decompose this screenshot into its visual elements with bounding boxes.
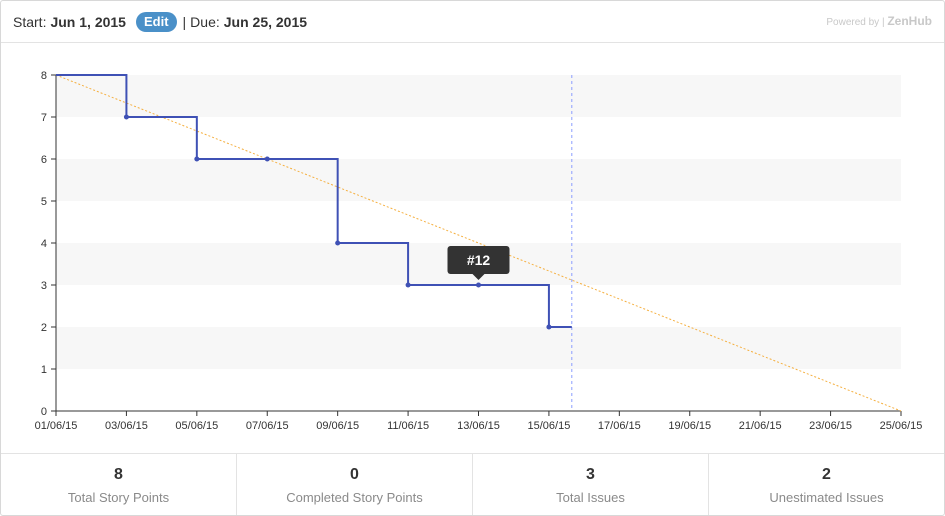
tooltip-label: #12 [467, 252, 491, 268]
x-tick-label: 01/06/15 [35, 420, 78, 432]
due-date: Jun 25, 2015 [223, 13, 308, 30]
x-tick-label: 25/06/15 [880, 420, 923, 432]
start-date: Jun 1, 2015 [50, 13, 126, 30]
y-tick-label: 7 [41, 112, 47, 124]
edit-button[interactable]: Edit [135, 11, 177, 32]
stat-label: Total Story Points [67, 490, 170, 505]
y-tick-label: 5 [41, 196, 47, 208]
x-tick-label: 09/06/15 [316, 420, 359, 432]
x-tick-label: 07/06/15 [246, 420, 289, 432]
data-point [476, 282, 481, 288]
y-tick-label: 3 [41, 280, 47, 292]
y-tick-label: 0 [41, 406, 47, 418]
x-tick-label: 11/06/15 [387, 420, 429, 432]
grid-band [56, 159, 901, 201]
stat-label: Total Issues [556, 490, 625, 505]
remaining-points-step-line [56, 74, 572, 328]
powered-by[interactable]: Powered by | ZenHub [826, 14, 932, 28]
burndown-chart-svg: 0 1 2 3 4 5 6 7 8 01/06/15 03/06/15 05/06/15 07/06/1… [35, 70, 923, 432]
stat-value: 3 [586, 466, 595, 483]
due-label: Due: [190, 13, 220, 30]
data-point [264, 156, 270, 162]
x-tick-label: 13/06/15 [457, 420, 500, 432]
burndown-chart: 0 1 2 3 4 5 6 7 8 01/06/15 03/06/15 05/06/15 07/06/1… [1, 44, 944, 453]
y-tick-label: 2 [41, 322, 47, 334]
y-tick-label: 8 [41, 70, 47, 82]
stat-unestimated-issues: 2 Unestimated Issues [709, 454, 944, 515]
stat-label: Unestimated Issues [769, 490, 884, 505]
header-separator: | [182, 13, 187, 30]
y-tick-label: 1 [41, 364, 47, 376]
stat-completed-story-points: 0 Completed Story Points [237, 454, 473, 515]
x-tick-label: 19/06/15 [668, 420, 711, 432]
tooltip-arrow [472, 274, 485, 280]
start-label: Start: [13, 13, 47, 30]
data-point [123, 114, 129, 120]
zenhub-logo: ZenHub [887, 14, 932, 28]
data-point [194, 156, 200, 162]
stat-value: 0 [350, 466, 359, 483]
stat-value: 8 [114, 466, 123, 483]
x-tick-label: 17/06/15 [598, 420, 641, 432]
y-tick-label: 4 [41, 238, 47, 250]
tooltip-box [447, 246, 510, 274]
data-point [335, 240, 341, 246]
data-point [405, 282, 411, 288]
x-tick-label: 23/06/15 [809, 420, 852, 432]
stat-total-issues: 3 Total Issues [473, 454, 709, 515]
grid-band [56, 75, 901, 117]
stats-bar: 8 Total Story Points 0 Completed Story P… [1, 453, 944, 515]
stat-value: 2 [822, 466, 831, 483]
powered-by-text: Powered by | [826, 17, 885, 28]
stat-total-story-points: 8 Total Story Points [1, 454, 237, 515]
x-tick-label: 15/06/15 [528, 420, 571, 432]
x-tick-label: 05/06/15 [175, 420, 218, 432]
milestone-header: Start: Jun 1, 2015 Edit | Due: Jun 25, 2… [1, 1, 944, 43]
x-tick-label: 21/06/15 [739, 420, 782, 432]
ideal-burndown-line [55, 74, 902, 412]
grid-band [56, 327, 901, 369]
y-tick-label: 6 [41, 154, 47, 166]
data-point [546, 324, 552, 330]
x-tick-label: 03/06/15 [105, 420, 148, 432]
stat-label: Completed Story Points [286, 490, 423, 505]
